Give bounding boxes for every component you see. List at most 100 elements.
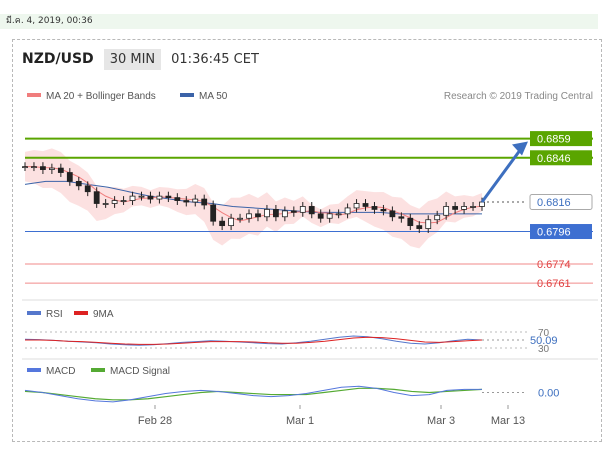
candle-body (210, 204, 217, 222)
level-label-0-6846: 0.6846 (537, 153, 571, 165)
candle-body (416, 225, 423, 229)
ma20-legend-swatch (27, 93, 41, 97)
candle-body (335, 213, 342, 216)
rsi-tick-label: 70 (538, 328, 550, 339)
candle-body (308, 206, 315, 215)
candle-body (264, 208, 270, 218)
candle-body (174, 197, 181, 201)
candle-body (120, 200, 127, 202)
candle-body (452, 206, 459, 210)
candle-body (237, 217, 243, 220)
bollinger-band (25, 148, 482, 249)
candle-body (57, 167, 64, 173)
candle-body (461, 206, 467, 210)
rsi-ma-legend-swatch (74, 311, 88, 315)
candle-body (165, 195, 172, 199)
candle-body (326, 213, 333, 219)
level-label-0-6796: 0.6796 (537, 227, 571, 239)
level-label-0-6859: 0.6859 (537, 134, 571, 146)
rsi-legend-label: RSI (46, 309, 63, 320)
level-label-0-6774: 0.6774 (537, 259, 571, 271)
candle-body (48, 167, 55, 170)
candle-body (228, 217, 234, 227)
level-label-0-6761: 0.6761 (537, 278, 571, 290)
candle-body (129, 195, 136, 201)
candle-body (183, 200, 190, 203)
macd-signal-legend-label: MACD Signal (110, 366, 170, 377)
ma20-legend-label: MA 20 + Bollinger Bands (46, 91, 156, 102)
macd-line (24, 385, 482, 403)
candle-body (201, 198, 208, 206)
rsi-legend-swatch (27, 311, 41, 315)
rsi-line (24, 335, 483, 346)
x-tick-label: Mar 3 (427, 415, 455, 427)
candle-body (138, 195, 145, 198)
candle-body (219, 220, 226, 227)
rsi-last-label: 50.09 (530, 335, 558, 347)
candle-body (425, 219, 432, 229)
macd-legend-swatch (27, 368, 41, 372)
candle-body (75, 180, 82, 187)
candle-body (147, 195, 154, 200)
level-box-0-6816 (529, 194, 593, 211)
candle-body (398, 216, 405, 219)
candle-body (362, 203, 369, 207)
candle-body (22, 166, 28, 169)
candle-body (192, 198, 199, 203)
candle-body (31, 166, 37, 169)
interval-button[interactable]: 30 MIN (103, 48, 162, 70)
chart-time: 01:36:45 CET (171, 51, 259, 67)
candle-body (353, 203, 360, 209)
candle-body (40, 166, 46, 170)
rsi-ma-legend-label: 9MA (93, 309, 114, 320)
ma20-line (25, 166, 483, 224)
credit-label: Research © 2019 Trading Central (444, 91, 593, 102)
candle-body (156, 195, 163, 200)
macd-legend-label: MACD (46, 366, 75, 377)
x-tick-label: Mar 1 (286, 415, 314, 427)
candle-body (66, 172, 73, 182)
candle-body (407, 217, 414, 227)
candle-body (344, 207, 351, 215)
candle-body (380, 208, 387, 212)
candle-body (443, 206, 450, 216)
candle-body (434, 214, 441, 221)
candle-body (290, 210, 297, 213)
level-box-0-6859 (530, 131, 592, 147)
level-label-0-6816: 0.6816 (537, 197, 571, 209)
candle-body (111, 200, 118, 204)
currency-pair: NZD/USD (22, 51, 94, 67)
candle-body (281, 210, 288, 218)
candle-body (93, 191, 100, 204)
x-tick-label: Feb 28 (138, 415, 172, 427)
rsi-ma-line (25, 336, 483, 345)
x-tick-label: Mar 13 (491, 415, 525, 427)
candle-body (102, 203, 109, 205)
macd-signal-legend-swatch (91, 368, 105, 372)
macd-last-label: 0.00 (538, 388, 559, 400)
level-box-0-6846 (530, 150, 592, 166)
candle-body (246, 213, 252, 219)
chart-header: NZD/USD 30 MIN 01:36:45 CET (22, 46, 259, 72)
rsi-tick-label: 30 (538, 344, 550, 355)
candle-body (371, 206, 378, 210)
candle-body (470, 206, 476, 208)
timestamp-bar: มี.ค. 4, 2019, 00:36 (0, 14, 598, 29)
candle-body (84, 185, 91, 193)
chart-frame (12, 39, 602, 442)
candle-body (273, 208, 279, 218)
candle-body (317, 213, 324, 219)
ma50-legend-label: MA 50 (199, 91, 228, 102)
ma50-legend-swatch (180, 93, 194, 97)
candle-body (389, 210, 396, 218)
timestamp-text: มี.ค. 4, 2019, 00:36 (6, 16, 93, 26)
candle-body (255, 213, 261, 218)
candle-body (299, 206, 306, 213)
macd-signal-line (24, 387, 483, 401)
forecast-arrow-line (480, 146, 524, 203)
ma50-line (24, 180, 482, 215)
forecast-arrow-head (512, 141, 528, 156)
candle-body (479, 201, 485, 207)
level-box-0-6796 (530, 224, 592, 240)
